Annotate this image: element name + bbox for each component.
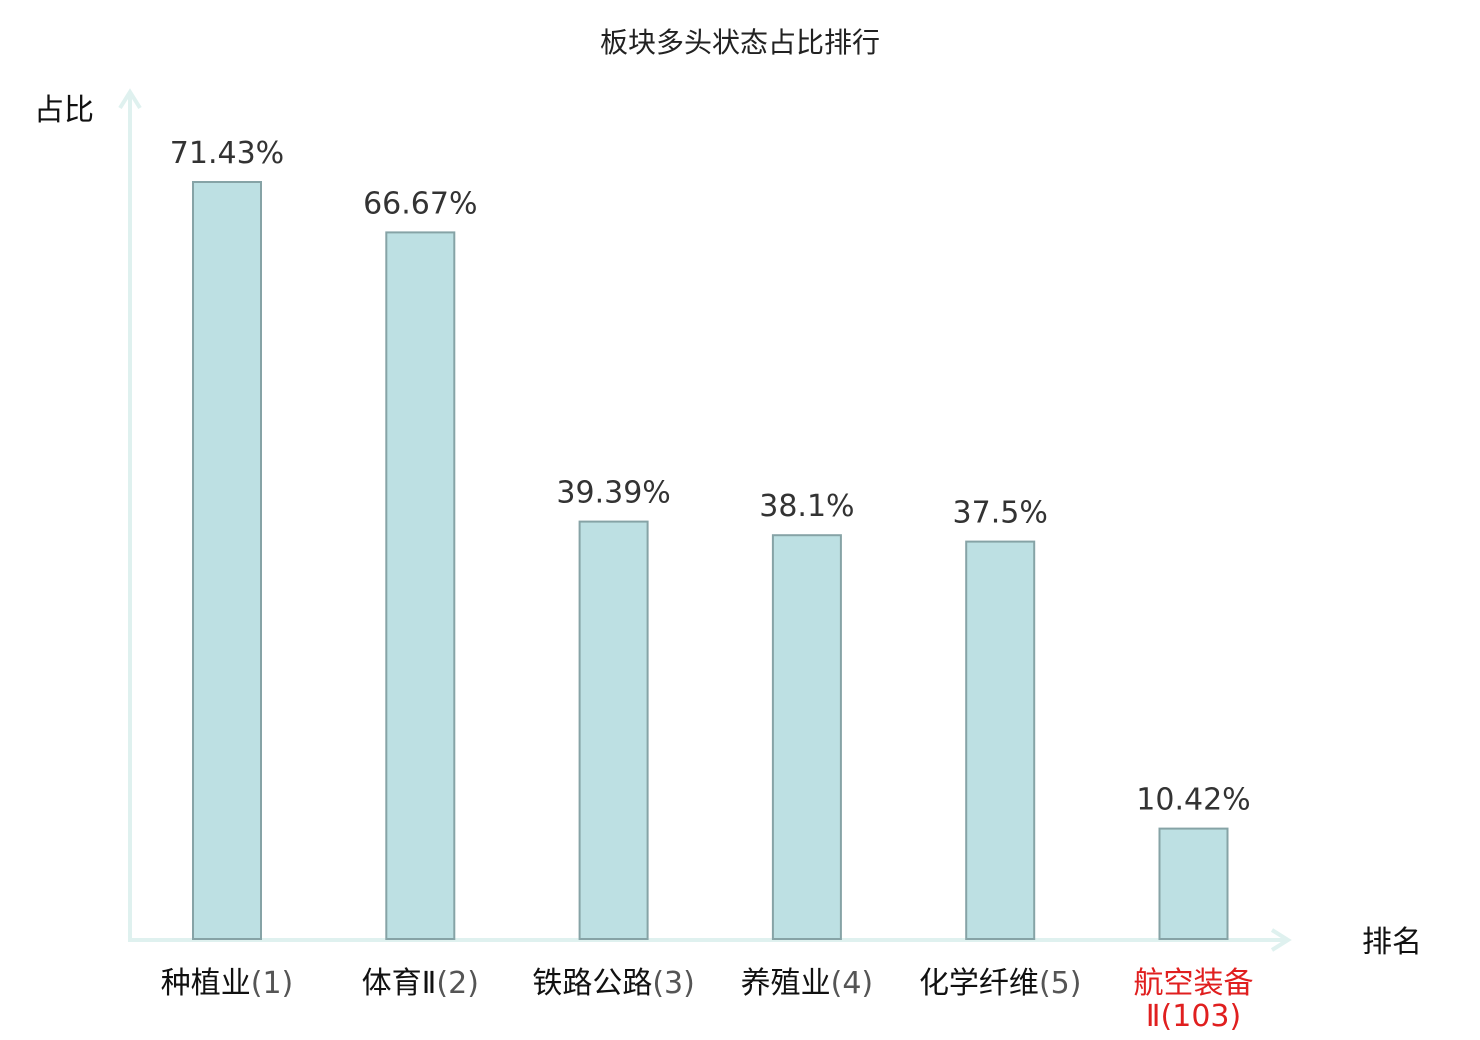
y-axis-arrow <box>118 88 142 110</box>
value-label-4: 38.1% <box>759 489 854 524</box>
bar-6 <box>1158 827 1229 940</box>
category-label-1: 种植业(1) <box>161 966 294 1001</box>
category-name-2: 体育Ⅱ <box>362 966 437 1001</box>
category-labels-group: 种植业(1) 体育Ⅱ(2) 铁路公路(3) 养殖业(4) 化学纤维(5) 航空装备Ⅱ(10… <box>161 966 1254 1034</box>
x-axis-arrow <box>1270 928 1292 952</box>
category-rank-2: (2) <box>436 966 479 1001</box>
category-label-2: 体育Ⅱ(2) <box>362 966 479 1001</box>
y-axis <box>118 88 142 940</box>
bar-3 <box>578 520 649 940</box>
category-rank-4: (4) <box>831 966 874 1001</box>
category-name-3: 铁路公路 <box>532 966 652 1001</box>
bars-group <box>192 181 1229 940</box>
category-label-6: 航空装备 <box>1134 966 1254 1001</box>
y-axis-title: 占比 <box>34 93 94 128</box>
bar-5 <box>965 540 1036 940</box>
category-label-5: 化学纤维(5) <box>919 966 1081 1001</box>
category-rank-1: (1) <box>251 966 294 1001</box>
bar-2 <box>385 231 456 940</box>
value-labels-group: 71.43% 66.67% 39.39% 38.1% 37.5% 10.42% <box>170 136 1251 818</box>
value-label-6: 10.42% <box>1136 783 1250 818</box>
value-label-3: 39.39% <box>556 476 670 511</box>
category-rank-5: (5) <box>1039 966 1082 1001</box>
bar-1 <box>192 181 262 940</box>
category-label-3: 铁路公路(3) <box>532 966 695 1001</box>
value-label-1: 71.43% <box>170 136 284 171</box>
x-axis-title: 排名 <box>1362 925 1422 960</box>
category-rank-6: Ⅱ(103) <box>1146 999 1241 1034</box>
x-axis <box>128 928 1292 952</box>
value-label-5: 37.5% <box>953 496 1048 531</box>
bar-4 <box>771 534 842 940</box>
chart-title: 板块多头状态占比排行 <box>600 26 880 59</box>
category-name-1: 种植业 <box>161 966 251 1001</box>
category-rank-3: (3) <box>652 966 695 1001</box>
category-name-4: 养殖业 <box>741 966 831 1001</box>
value-label-2: 66.67% <box>363 186 477 221</box>
category-label-4: 养殖业(4) <box>741 966 874 1001</box>
category-name-5: 化学纤维 <box>919 966 1039 1001</box>
